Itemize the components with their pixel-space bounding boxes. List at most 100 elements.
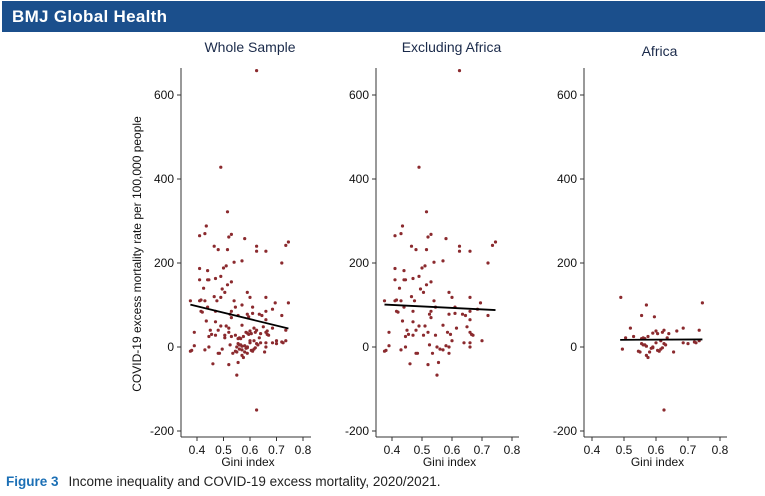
data-point bbox=[656, 332, 660, 336]
data-point bbox=[429, 232, 433, 236]
x-tick-label: 0.4 bbox=[584, 443, 601, 457]
figure-caption: Figure 3 Income inequality and COVID-19 e… bbox=[6, 474, 440, 489]
data-point bbox=[229, 232, 233, 236]
x-tick-label: 0.7 bbox=[680, 443, 697, 457]
data-point bbox=[403, 334, 408, 339]
data-point bbox=[245, 351, 249, 355]
data-point bbox=[225, 210, 230, 214]
data-point bbox=[256, 343, 260, 347]
data-point bbox=[384, 348, 388, 352]
data-point bbox=[241, 334, 245, 339]
data-point bbox=[206, 269, 210, 273]
data-point bbox=[426, 363, 430, 367]
data-point bbox=[211, 362, 215, 366]
data-point bbox=[681, 326, 685, 330]
figure-caption-text: Income inequality and COVID-19 excess mo… bbox=[68, 474, 441, 489]
data-point bbox=[223, 333, 227, 337]
y-tick-label: 200 bbox=[557, 256, 577, 270]
data-point bbox=[429, 280, 433, 284]
data-point bbox=[264, 318, 268, 322]
data-point bbox=[210, 332, 214, 336]
data-point bbox=[444, 237, 448, 241]
data-point bbox=[665, 336, 669, 340]
data-point bbox=[192, 344, 196, 348]
data-point bbox=[237, 343, 241, 347]
data-point bbox=[219, 324, 223, 328]
data-point bbox=[267, 333, 271, 337]
y-tick-label: -200 bbox=[150, 424, 174, 438]
data-point bbox=[245, 331, 249, 335]
data-point bbox=[261, 325, 265, 329]
data-point bbox=[252, 339, 256, 343]
y-tick-label: 200 bbox=[349, 256, 369, 270]
data-point bbox=[463, 313, 468, 318]
data-point bbox=[644, 344, 649, 348]
data-point bbox=[229, 309, 233, 313]
data-point bbox=[223, 336, 227, 340]
data-point bbox=[235, 350, 239, 354]
data-point bbox=[212, 295, 216, 299]
data-point bbox=[468, 345, 472, 349]
data-point bbox=[265, 329, 269, 333]
data-point bbox=[204, 224, 208, 228]
data-point bbox=[411, 333, 415, 337]
data-point bbox=[447, 290, 451, 294]
data-point bbox=[700, 301, 705, 305]
data-point bbox=[396, 310, 400, 314]
y-tick-label: -200 bbox=[345, 424, 369, 438]
data-point bbox=[219, 165, 223, 169]
data-point bbox=[203, 299, 207, 303]
data-point bbox=[188, 299, 192, 303]
data-point bbox=[429, 309, 433, 313]
data-point bbox=[243, 350, 247, 354]
data-point bbox=[457, 69, 462, 73]
data-point bbox=[215, 299, 219, 303]
data-point bbox=[468, 341, 472, 345]
y-tick-label: 400 bbox=[349, 172, 369, 186]
data-point bbox=[399, 299, 403, 303]
data-point bbox=[457, 244, 462, 248]
data-point bbox=[200, 310, 204, 314]
data-point bbox=[423, 264, 427, 268]
data-point bbox=[251, 311, 255, 315]
data-point bbox=[229, 334, 233, 339]
data-point bbox=[415, 351, 420, 355]
data-point bbox=[198, 278, 202, 282]
y-tick-label: 600 bbox=[557, 88, 577, 102]
data-point bbox=[486, 261, 490, 265]
data-point bbox=[270, 307, 275, 311]
data-point bbox=[417, 274, 421, 278]
data-point bbox=[264, 295, 268, 299]
data-point bbox=[411, 276, 415, 281]
data-point bbox=[447, 351, 451, 355]
data-point bbox=[284, 328, 288, 332]
data-point bbox=[453, 311, 457, 315]
data-point bbox=[641, 343, 645, 347]
y-tick-label: 0 bbox=[570, 340, 577, 354]
data-point bbox=[251, 305, 255, 309]
data-point bbox=[240, 259, 244, 263]
data-point bbox=[664, 343, 668, 347]
y-tick-label: 400 bbox=[154, 172, 174, 186]
data-point bbox=[409, 244, 414, 248]
data-point bbox=[249, 332, 253, 336]
data-point bbox=[207, 345, 211, 349]
data-point bbox=[638, 350, 642, 354]
data-point bbox=[224, 324, 228, 328]
data-point bbox=[441, 348, 445, 352]
data-point bbox=[229, 316, 233, 320]
data-point bbox=[480, 339, 484, 343]
data-point bbox=[628, 326, 633, 330]
x-tick-label: 0.6 bbox=[444, 443, 461, 457]
data-point bbox=[654, 329, 658, 333]
data-point bbox=[468, 309, 472, 313]
data-point bbox=[259, 332, 263, 336]
data-point bbox=[240, 323, 244, 327]
data-point bbox=[441, 259, 445, 263]
data-point bbox=[264, 249, 268, 253]
data-point bbox=[694, 341, 698, 345]
data-point bbox=[624, 336, 628, 340]
data-point bbox=[620, 347, 625, 351]
data-point bbox=[259, 341, 263, 345]
data-point bbox=[450, 339, 454, 343]
